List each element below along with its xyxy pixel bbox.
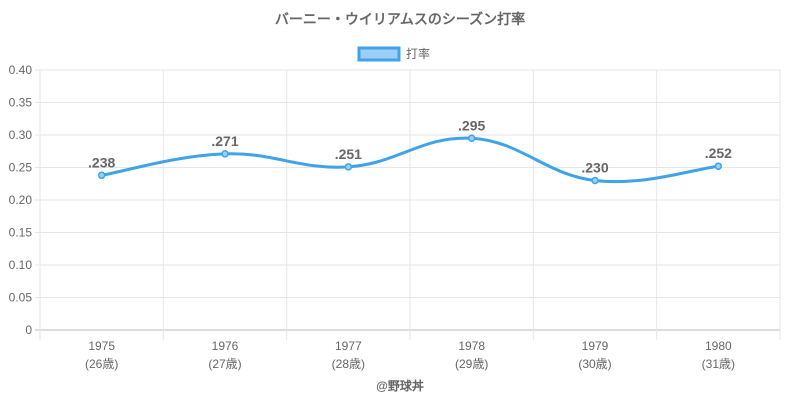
legend-swatch (357, 46, 401, 62)
series-line (101, 136, 719, 184)
x-tick-label: 1977 (335, 339, 362, 353)
data-label: .230 (581, 160, 608, 176)
x-tick-sublabel: (29歳) (455, 357, 488, 371)
data-label: .238 (88, 154, 115, 170)
legend-label: 打率 (406, 46, 430, 61)
data-label: .251 (335, 146, 362, 162)
data-label: .252 (705, 145, 732, 161)
x-tick-label: 1979 (582, 339, 609, 353)
x-tick-sublabel: (30歳) (578, 357, 611, 371)
y-tick-label: 0.05 (9, 291, 33, 305)
x-tick-label: 1975 (88, 339, 115, 353)
data-point (344, 163, 353, 171)
x-tick-sublabel: (27歳) (208, 357, 241, 371)
y-tick-label: 0 (25, 323, 32, 337)
x-tick-sublabel: (28歳) (332, 357, 365, 371)
footer-credit: @野球丼 (376, 378, 424, 393)
data-point (714, 162, 723, 170)
x-tick-label: 1976 (212, 339, 239, 353)
data-point (591, 176, 599, 185)
y-tick-label: 0.10 (9, 258, 33, 272)
chart-title: バーニー・ウイリアムスのシーズン打率 (275, 11, 525, 27)
data-label: .295 (458, 117, 485, 133)
x-tick-sublabel: (31歳) (702, 357, 735, 371)
y-tick-label: 0.20 (9, 193, 33, 207)
data-point (97, 171, 106, 180)
y-tick-label: 0.15 (9, 226, 33, 240)
y-tick-label: 0.40 (9, 63, 33, 77)
y-tick-label: 0.30 (9, 128, 33, 142)
data-label: .271 (211, 133, 238, 149)
x-tick-label: 1978 (458, 339, 485, 353)
data-point (221, 150, 229, 158)
y-tick-label: 0.25 (9, 161, 33, 175)
data-point (467, 134, 476, 142)
x-tick-sublabel: (26歳) (85, 357, 118, 371)
x-tick-label: 1980 (705, 339, 732, 353)
legend[interactable]: 打率 (357, 46, 430, 62)
y-tick-label: 0.35 (9, 96, 33, 110)
